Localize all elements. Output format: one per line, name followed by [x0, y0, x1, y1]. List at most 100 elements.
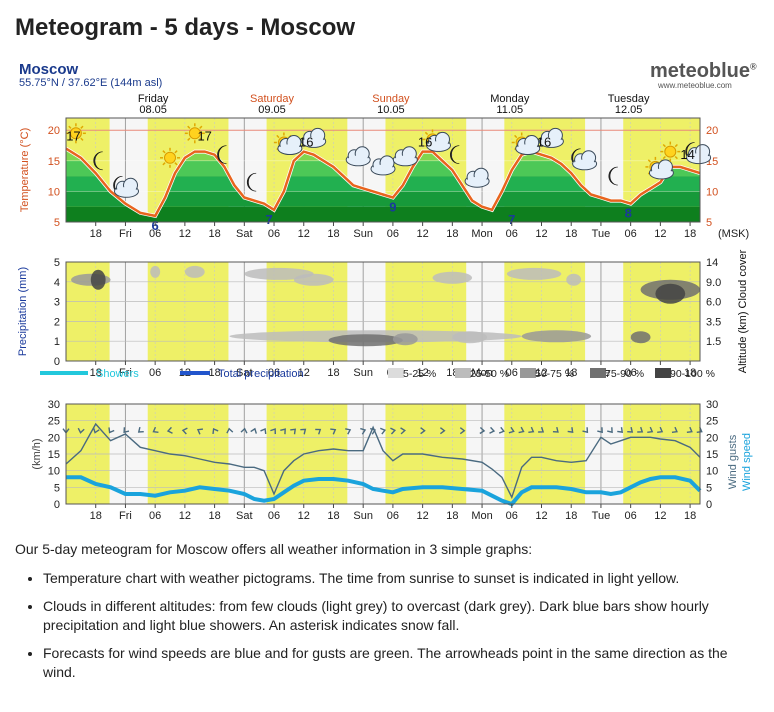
temperature-band [66, 191, 700, 207]
description-list: Temperature chart with weather pictogram… [15, 569, 755, 682]
legend-cover-label: 5-25 % [403, 368, 436, 380]
meteoblue-logo[interactable]: meteoblue® [650, 60, 757, 83]
wind-direction-arrow [538, 426, 545, 433]
sun-ray [199, 125, 203, 129]
wind-tick-label-right: 20 [706, 432, 718, 444]
temperature-max-label: 16 [537, 135, 551, 150]
time-tick-label: Mon [471, 367, 492, 379]
moon-icon [217, 145, 227, 164]
description: Our 5-day meteogram for Moscow offers al… [15, 540, 755, 691]
cloud-shape [515, 135, 541, 155]
time-tick-label: 06 [268, 510, 280, 522]
panel-border [65, 261, 701, 362]
cloud-cover-blob [521, 330, 592, 343]
time-tick-label: Sat [236, 510, 253, 522]
time-tick-label: 06 [625, 228, 637, 240]
cloud-cover-blob [506, 267, 562, 280]
cloud-fill [540, 137, 563, 147]
logo-url[interactable]: www.meteoblue.com [658, 81, 732, 90]
time-tick-label: 06 [625, 367, 637, 379]
moon-cloud-icon [685, 142, 712, 165]
temperature-tick-label: 20 [48, 125, 60, 137]
sun-cloud-icon [645, 156, 674, 180]
wind-tick-label-right: 5 [706, 482, 712, 494]
wind-direction-arrow [345, 428, 352, 435]
temperature-max-label: 16 [299, 135, 313, 150]
wind-direction-arrow [439, 427, 446, 435]
sun-ray [674, 143, 678, 148]
time-tick-label: Mon [471, 228, 492, 240]
cloud-fill [394, 155, 417, 166]
location-coords: 55.75°N / 37.62°E (144m asl) [19, 77, 163, 89]
moon-crescent [450, 145, 460, 164]
precip-tick-label: 1 [54, 336, 60, 348]
day-date: 10.05 [377, 104, 405, 116]
day-date: 12.05 [615, 104, 643, 116]
time-tick-label: 06 [149, 228, 161, 240]
wind-direction-arrow [212, 427, 219, 435]
time-tick-label: 18 [90, 367, 102, 379]
cloud-shape [277, 135, 303, 155]
time-tick-label: 18 [446, 510, 458, 522]
wind-direction-arrow [360, 427, 367, 435]
panel-border [65, 403, 701, 505]
cloud-fill [516, 144, 539, 154]
precip-tick-label: 2 [54, 316, 60, 328]
time-tick-label: 12 [298, 228, 310, 240]
temperature-tick-label: 15 [48, 156, 60, 168]
cloud-shape [345, 146, 371, 167]
altitude-tick-label: 1.5 [706, 336, 721, 348]
wind-direction-arrow [671, 426, 678, 433]
time-tick-label: Fri [119, 510, 132, 522]
wind-tick-label: 10 [48, 466, 60, 478]
cloud-cover-blob [244, 267, 314, 280]
cloud-fill [302, 137, 325, 147]
time-tick-label: 18 [446, 228, 458, 240]
cloud-shape [370, 155, 396, 176]
time-tick-label: 18 [565, 228, 577, 240]
sun-ray [187, 125, 191, 129]
wind-direction-arrow [166, 426, 173, 434]
wind-direction-arrow [92, 427, 100, 434]
cloud-cover-blob [150, 265, 161, 278]
temperature-axis-label: Temperature (°C) [19, 128, 31, 212]
cloud-cover-blob [432, 271, 473, 284]
wind-direction-arrow [108, 427, 115, 434]
time-tick-label: 06 [506, 510, 518, 522]
time-tick-label: 06 [506, 228, 518, 240]
time-tick-label: Sat [236, 228, 253, 240]
cloud-cover-blob [566, 273, 582, 286]
time-tick-label: 06 [387, 228, 399, 240]
sun-icon [660, 141, 681, 162]
sun-ray [424, 131, 429, 136]
cloud-cover-blob [630, 331, 651, 344]
wind-direction-arrow [290, 428, 297, 435]
cloud-fill [573, 159, 596, 170]
cloud-fill [687, 153, 710, 163]
time-tick-label: 18 [327, 510, 339, 522]
altitude-tick-label: 14 [706, 257, 718, 269]
time-tick-label: 06 [268, 228, 280, 240]
legend-cover-label: 75-90 % [605, 368, 644, 380]
sun-disc [188, 127, 201, 140]
legend-cover-swatch [590, 368, 606, 378]
wind-direction-arrow [280, 428, 286, 435]
time-tick-label: 12 [535, 510, 547, 522]
moon-icon [608, 166, 618, 186]
sun-ray [514, 134, 518, 139]
time-tick-label: 18 [684, 367, 696, 379]
page-title: Meteogram - 5 days - Moscow [15, 14, 356, 41]
precip-axis-label: Precipitation (mm) [17, 267, 29, 356]
sun-cloud-icon [422, 129, 451, 152]
description-intro: Our 5-day meteogram for Moscow offers al… [15, 541, 533, 557]
time-tick-label: 18 [327, 367, 339, 379]
day-date: 09.05 [258, 104, 286, 116]
time-unit-label: (MSK) [718, 228, 749, 240]
wind-direction-arrow [637, 426, 644, 433]
moon-icon [93, 151, 103, 171]
panel-3: 0 0 5 5 10 10 15 15 20 20 25 25 30 30 (km/h) Wind gusts… [31, 399, 753, 522]
cloud-fill [115, 187, 138, 197]
time-tick-label: 06 [387, 510, 399, 522]
